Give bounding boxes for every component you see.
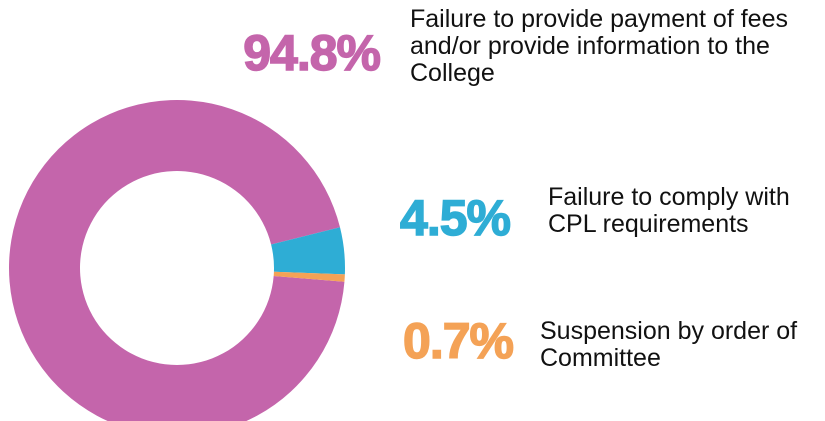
value-label: 0.7% (402, 313, 514, 369)
value-label: 94.8% (242, 25, 381, 81)
legend-label: Suspension by order of Committee (540, 317, 798, 372)
legend-label: Failure to provide payment of fees and/o… (410, 5, 788, 87)
slice (9, 100, 345, 421)
value-label: 4.5% (399, 190, 511, 246)
legend-label: Failure to comply with CPL requirements (548, 183, 790, 238)
slice (273, 271, 345, 282)
slice (271, 227, 345, 275)
